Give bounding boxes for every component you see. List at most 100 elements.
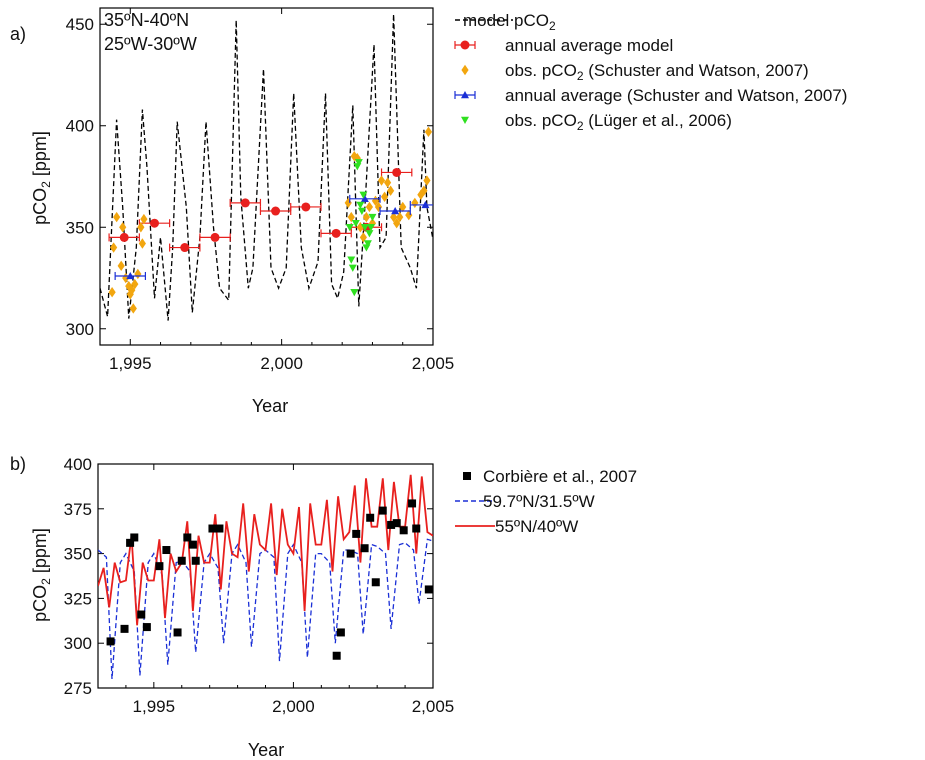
panel-a-y-tick-label: 450 — [66, 15, 94, 34]
panel-a-data-point — [356, 201, 365, 209]
panel-a-plot-frame — [99, 7, 434, 346]
panel-a-data-point — [396, 211, 404, 223]
panel-b-legend-label: 55ºN/40ºW — [495, 517, 578, 536]
panel-b-data-point — [208, 524, 217, 533]
panel-a-data-point — [421, 200, 430, 209]
panel-a-data-point — [380, 191, 389, 203]
panel-b-data-point — [336, 628, 345, 637]
panel-a-legend-label: annual average model — [505, 36, 673, 55]
panel-a-data-point — [366, 224, 375, 232]
panel-b-data-point — [408, 499, 417, 508]
panel-a-data-point — [348, 264, 357, 272]
panel-a-data-point — [360, 224, 369, 232]
panel-b-y-tick-label: 275 — [64, 679, 92, 698]
panel-b-plot-frame — [97, 463, 434, 689]
panel-a-data-point — [129, 303, 137, 314]
panel-a-data-point — [347, 256, 356, 264]
panel-b-data-point — [387, 520, 396, 529]
panel-a-legend-label: obs. pCO2 (Schuster and Watson, 2007) — [505, 61, 809, 83]
panel-a-data-point — [350, 150, 358, 162]
panel-b-y-axis-label: pCO2 [ppm] — [30, 528, 53, 622]
panel-a-data-point — [240, 198, 250, 208]
panel-a-data-point — [117, 260, 125, 272]
panel-b-y-tick-label: 325 — [64, 589, 92, 608]
panel-b-legend-swatch-marker — [463, 472, 471, 480]
panel-b-data-point — [183, 533, 192, 542]
panel-b-data-point — [392, 519, 401, 528]
panel-b-x-axis-label: Year — [248, 740, 284, 760]
panel-b-data-point — [412, 524, 421, 533]
panel-b-y-tick-label: 400 — [64, 455, 92, 474]
panel-a-label: a) — [10, 24, 26, 44]
panel-b-data-point — [188, 540, 197, 549]
panel-b-data-point — [137, 610, 146, 619]
panel-b-data-point — [399, 526, 408, 535]
panel-a-data-point — [360, 194, 369, 203]
panel-a-region-longitude: 25ºW-30ºW — [104, 34, 197, 54]
panel-b-data-point — [142, 623, 151, 632]
panel-a-data-point — [368, 217, 377, 229]
panel-a-data-point — [113, 211, 121, 223]
panel-a-data-point — [365, 201, 374, 213]
panel-b-y-tick-label: 350 — [64, 545, 92, 564]
panel-a-legend-swatch-marker — [461, 64, 469, 76]
panel-a-x-tick-label: 2,000 — [260, 354, 303, 373]
panel-a-data-point — [180, 243, 190, 253]
panel-b-data-point — [360, 544, 369, 553]
chart-panel-a: a) 35ºN-40ºN 25ºW-30ºW Year pCO2 [ppm] 1… — [10, 7, 847, 416]
panel-a-data-point — [399, 201, 407, 213]
panel-a-series-line-0 — [100, 14, 433, 321]
panel-a-data-point — [110, 242, 118, 253]
panel-b-x-tick-label: 2,005 — [412, 697, 455, 716]
panel-a-data-point — [420, 185, 428, 196]
panel-a-data-point — [345, 224, 354, 232]
panel-b-data-point — [366, 513, 375, 522]
panel-b-data-point — [177, 556, 186, 565]
panel-a-data-point — [301, 202, 311, 212]
panel-b-data-point — [173, 628, 182, 637]
panel-a-data-point — [423, 175, 431, 186]
panel-a-data-point — [108, 287, 116, 298]
panel-b-data-point — [215, 524, 224, 533]
panel-a-data-point — [391, 207, 400, 215]
panel-a-data-point — [357, 207, 366, 216]
panel-b-y-tick-label: 300 — [64, 634, 92, 653]
panel-a-data-point — [138, 238, 146, 249]
panel-a-x-tick-label: 1,995 — [109, 354, 152, 373]
panel-a-data-point — [368, 213, 377, 222]
panel-a-plot-area — [100, 14, 433, 321]
panel-a-legend-swatch-marker — [461, 116, 469, 124]
panel-a-legend-label: model pCO2 — [463, 11, 556, 33]
panel-a-data-point — [363, 240, 372, 248]
panel-a-data-point — [210, 232, 220, 242]
panel-a-data-point — [344, 197, 352, 209]
panel-a-data-point — [354, 159, 363, 167]
panel-b-legend-label: 59.7ºN/31.5ºW — [483, 492, 595, 511]
panel-a-data-point — [126, 271, 135, 280]
panel-a-data-point — [347, 211, 355, 223]
panel-a-data-point — [359, 232, 367, 243]
panel-a-data-point — [392, 167, 402, 177]
panel-a-x-axis-label: Year — [252, 396, 288, 416]
panel-a-legend-swatch-marker — [461, 91, 469, 99]
panel-a-region-latitude: 35ºN-40ºN — [104, 10, 189, 30]
panel-a-data-point — [350, 289, 359, 297]
panel-a-legend-swatch-marker — [460, 40, 470, 50]
panel-b-data-point — [424, 585, 433, 594]
panel-a-data-point — [390, 211, 398, 223]
panel-a-y-tick-label: 350 — [66, 218, 94, 237]
panel-b-data-point — [332, 651, 341, 660]
panel-a-data-point — [377, 175, 386, 186]
panel-a-data-point — [271, 206, 281, 216]
panel-a-y-tick-label: 300 — [66, 320, 94, 339]
panel-a-data-point — [351, 219, 360, 228]
panel-b-legend-label: Corbière et al., 2007 — [483, 467, 637, 486]
panel-a-data-point — [417, 189, 425, 200]
panel-b-y-tick-label: 375 — [64, 500, 92, 519]
panel-b-x-tick-label: 2,000 — [272, 697, 315, 716]
panel-a-data-point — [149, 218, 159, 228]
panel-b-data-point — [371, 578, 380, 587]
panel-a-data-point — [359, 191, 368, 199]
panel-a-data-point — [137, 222, 145, 233]
